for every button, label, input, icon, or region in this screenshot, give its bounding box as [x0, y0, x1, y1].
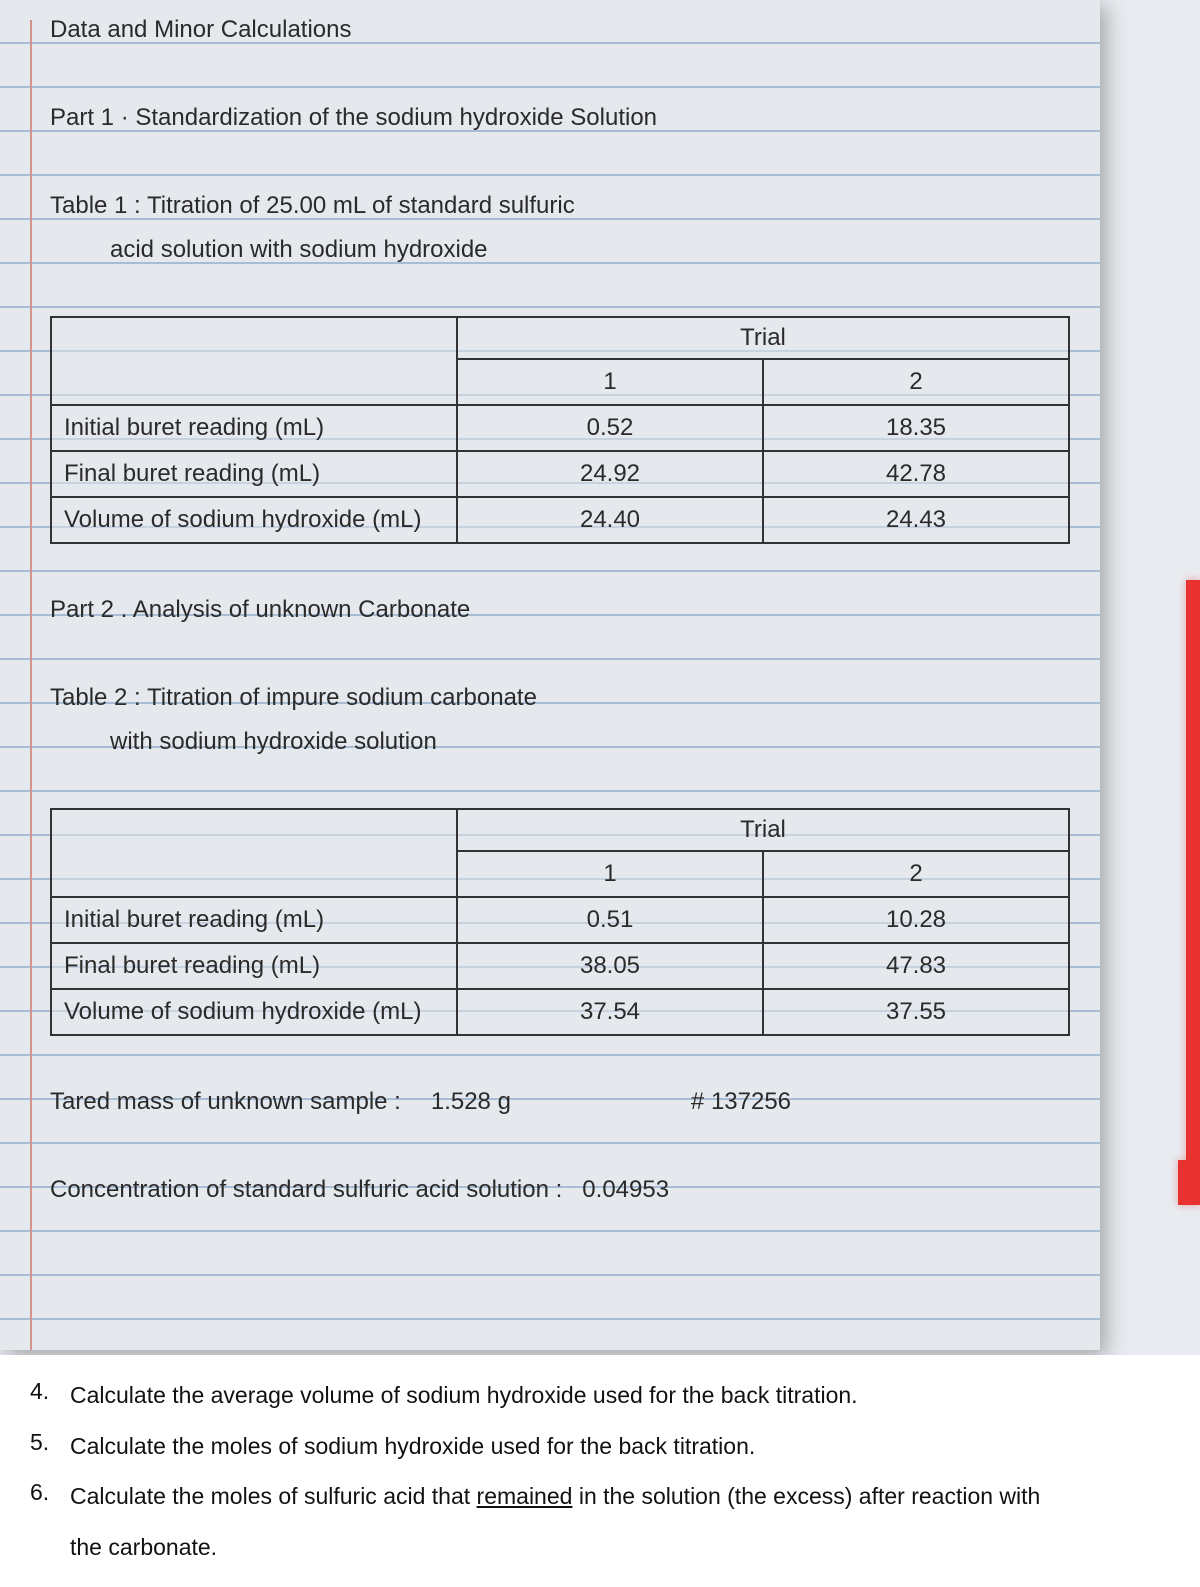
- question-text: Calculate the average volume of sodium h…: [70, 1378, 1170, 1413]
- tared-mass-value: 1.528 g: [431, 1088, 511, 1116]
- cell-value: 37.55: [763, 989, 1069, 1035]
- notebook-paper: Data and Minor Calculations Part 1 · Sta…: [0, 0, 1100, 1350]
- table1-trial-header: Trial: [457, 317, 1069, 359]
- red-annotation-mark: [1186, 580, 1200, 1160]
- question-text: Calculate the moles of sulfuric acid tha…: [70, 1479, 1170, 1514]
- sample-hash: # 137256: [691, 1088, 791, 1116]
- question-6-cont: the carbonate.: [0, 1522, 1200, 1573]
- handwritten-content: Data and Minor Calculations Part 1 · Sta…: [0, 0, 1100, 1212]
- cell-label: Volume of sodium hydroxide (mL): [51, 497, 457, 543]
- cell-label: Volume of sodium hydroxide (mL): [51, 989, 457, 1035]
- cell-label: Final buret reading (mL): [51, 451, 457, 497]
- part1-title: Part 1 · Standardization of the sodium h…: [50, 96, 1060, 140]
- q6-post: in the solution (the excess) after react…: [572, 1483, 1040, 1509]
- cell-label: Final buret reading (mL): [51, 943, 457, 989]
- cell-value: 47.83: [763, 943, 1069, 989]
- questions-section: 4. Calculate the average volume of sodiu…: [0, 1355, 1200, 1587]
- concentration-value: 0.04953: [582, 1176, 669, 1204]
- table-row: Final buret reading (mL) 38.05 47.83: [51, 943, 1069, 989]
- question-5: 5. Calculate the moles of sodium hydroxi…: [0, 1421, 1200, 1472]
- red-annotation-mark-2: [1178, 1160, 1200, 1205]
- table-row: Volume of sodium hydroxide (mL) 24.40 24…: [51, 497, 1069, 543]
- cell-value: 0.51: [457, 897, 763, 943]
- question-number: 4.: [30, 1378, 70, 1405]
- question-4: 4. Calculate the average volume of sodiu…: [0, 1370, 1200, 1421]
- table1-corner: [51, 317, 457, 405]
- concentration-label: Concentration of standard sulfuric acid …: [50, 1176, 562, 1204]
- cell-value: 42.78: [763, 451, 1069, 497]
- question-6: 6. Calculate the moles of sulfuric acid …: [0, 1471, 1200, 1522]
- q6-underline: remained: [477, 1483, 573, 1509]
- question-number: 5.: [30, 1429, 70, 1456]
- table2-col2: 2: [763, 851, 1069, 897]
- table-row: Final buret reading (mL) 24.92 42.78: [51, 451, 1069, 497]
- question-text: the carbonate.: [70, 1530, 1170, 1565]
- cell-value: 24.43: [763, 497, 1069, 543]
- table-row: Volume of sodium hydroxide (mL) 37.54 37…: [51, 989, 1069, 1035]
- cell-value: 38.05: [457, 943, 763, 989]
- cell-label: Initial buret reading (mL): [51, 405, 457, 451]
- table2-title-l1: Table 2 : Titration of impure sodium car…: [50, 676, 1060, 720]
- table1-title-l1: Table 1 : Titration of 25.00 mL of stand…: [50, 184, 1060, 228]
- header-line: Data and Minor Calculations: [50, 8, 1060, 52]
- cell-value: 18.35: [763, 405, 1069, 451]
- table1-col1: 1: [457, 359, 763, 405]
- table2-corner: [51, 809, 457, 897]
- cell-value: 24.40: [457, 497, 763, 543]
- part2-title: Part 2 . Analysis of unknown Carbonate: [50, 588, 1060, 632]
- table2-trial-header: Trial: [457, 809, 1069, 851]
- question-number: 6.: [30, 1479, 70, 1506]
- cell-value: 24.92: [457, 451, 763, 497]
- question-text: Calculate the moles of sodium hydroxide …: [70, 1429, 1170, 1464]
- cell-value: 0.52: [457, 405, 763, 451]
- tared-mass-label: Tared mass of unknown sample :: [50, 1088, 401, 1116]
- cell-label: Initial buret reading (mL): [51, 897, 457, 943]
- table1-title-l2: acid solution with sodium hydroxide: [110, 228, 1060, 272]
- table-1: Trial 1 2 Initial buret reading (mL) 0.5…: [50, 316, 1070, 544]
- q6-pre: Calculate the moles of sulfuric acid tha…: [70, 1483, 477, 1509]
- table-2: Trial 1 2 Initial buret reading (mL) 0.5…: [50, 808, 1070, 1036]
- table-row: Initial buret reading (mL) 0.51 10.28: [51, 897, 1069, 943]
- cell-value: 10.28: [763, 897, 1069, 943]
- table2-col1: 1: [457, 851, 763, 897]
- table-row: Initial buret reading (mL) 0.52 18.35: [51, 405, 1069, 451]
- table2-title-l2: with sodium hydroxide solution: [110, 720, 1060, 764]
- table1-col2: 2: [763, 359, 1069, 405]
- tared-mass-line: Tared mass of unknown sample : 1.528 g #…: [50, 1080, 1060, 1124]
- concentration-line: Concentration of standard sulfuric acid …: [50, 1168, 1060, 1212]
- cell-value: 37.54: [457, 989, 763, 1035]
